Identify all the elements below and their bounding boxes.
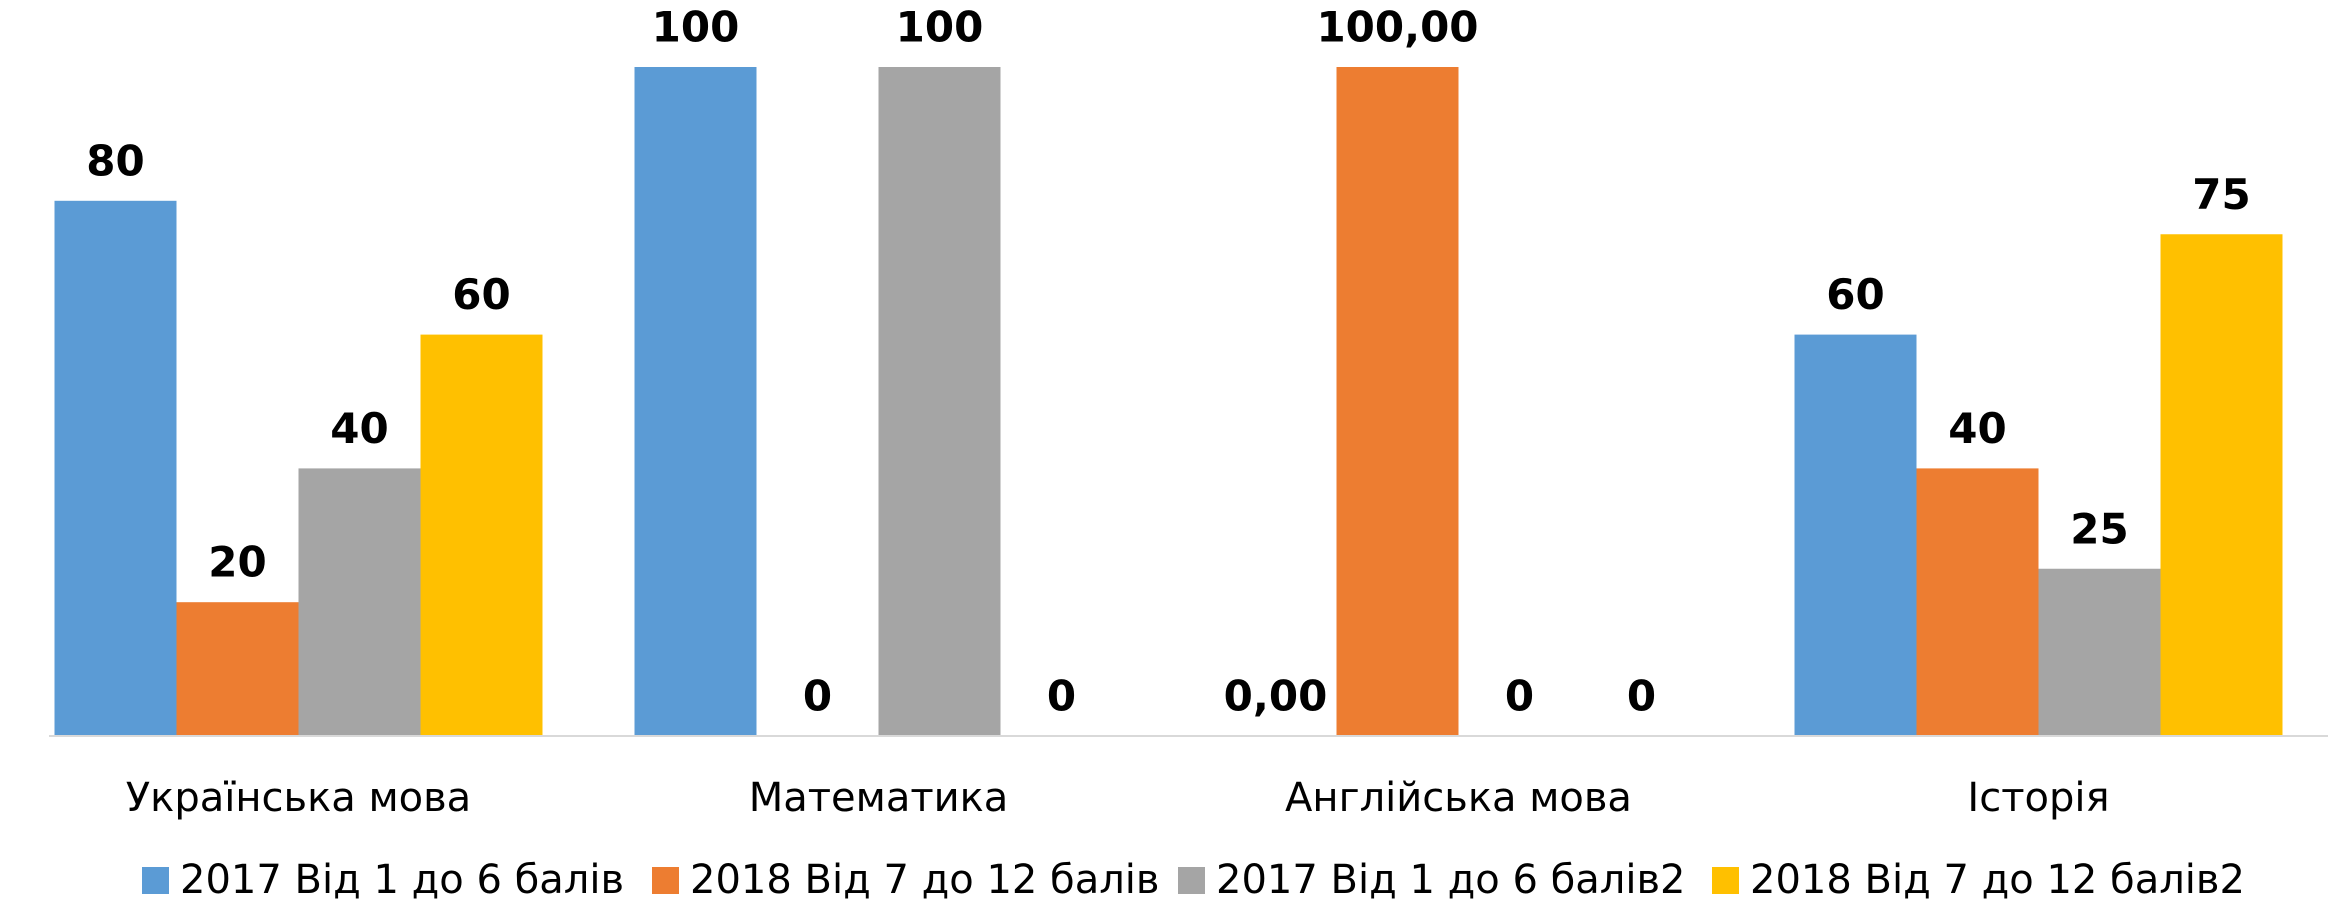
legend-swatch — [1178, 867, 1205, 894]
bar — [878, 67, 1001, 736]
legend-label: 2018 Від 7 до 12 балів — [690, 857, 1160, 900]
data-label: 0 — [1047, 672, 1076, 721]
legend-swatch — [652, 867, 679, 894]
legend-label: 2017 Від 1 до 6 балів — [180, 857, 624, 900]
data-label: 100 — [652, 3, 740, 52]
x-tick-label: Математика — [749, 775, 1009, 821]
x-tick-label: Українська мова — [126, 775, 471, 821]
data-label: 0,00 — [1224, 672, 1328, 721]
data-label: 0 — [1627, 672, 1656, 721]
legend-swatch — [1712, 867, 1739, 894]
bar — [1916, 468, 2039, 736]
data-label: 80 — [86, 136, 144, 185]
bar — [1794, 334, 1917, 736]
bar — [1336, 67, 1459, 736]
data-label: 40 — [1948, 404, 2006, 453]
legend-label: 2018 Від 7 до 12 балів2 — [1750, 857, 2245, 900]
bar — [176, 602, 299, 736]
data-label: 40 — [330, 404, 388, 453]
bar — [2038, 568, 2161, 736]
data-label: 60 — [1826, 270, 1884, 319]
x-tick-label: Історія — [1967, 775, 2109, 821]
data-label: 0 — [1505, 672, 1534, 721]
bar — [54, 200, 177, 737]
data-label: 75 — [2192, 170, 2250, 219]
legend-label: 2017 Від 1 до 6 балів2 — [1216, 857, 1686, 900]
data-label: 0 — [803, 672, 832, 721]
data-label: 20 — [208, 538, 266, 587]
bar — [634, 67, 757, 736]
data-label: 100,00 — [1316, 3, 1478, 52]
bar — [420, 334, 543, 736]
bar — [298, 468, 421, 736]
bar — [2160, 234, 2283, 736]
x-tick-label: Англійська мова — [1285, 775, 1632, 821]
data-label: 60 — [452, 270, 510, 319]
data-label: 25 — [2070, 504, 2128, 553]
data-label: 100 — [896, 3, 984, 52]
legend-swatch — [142, 867, 169, 894]
